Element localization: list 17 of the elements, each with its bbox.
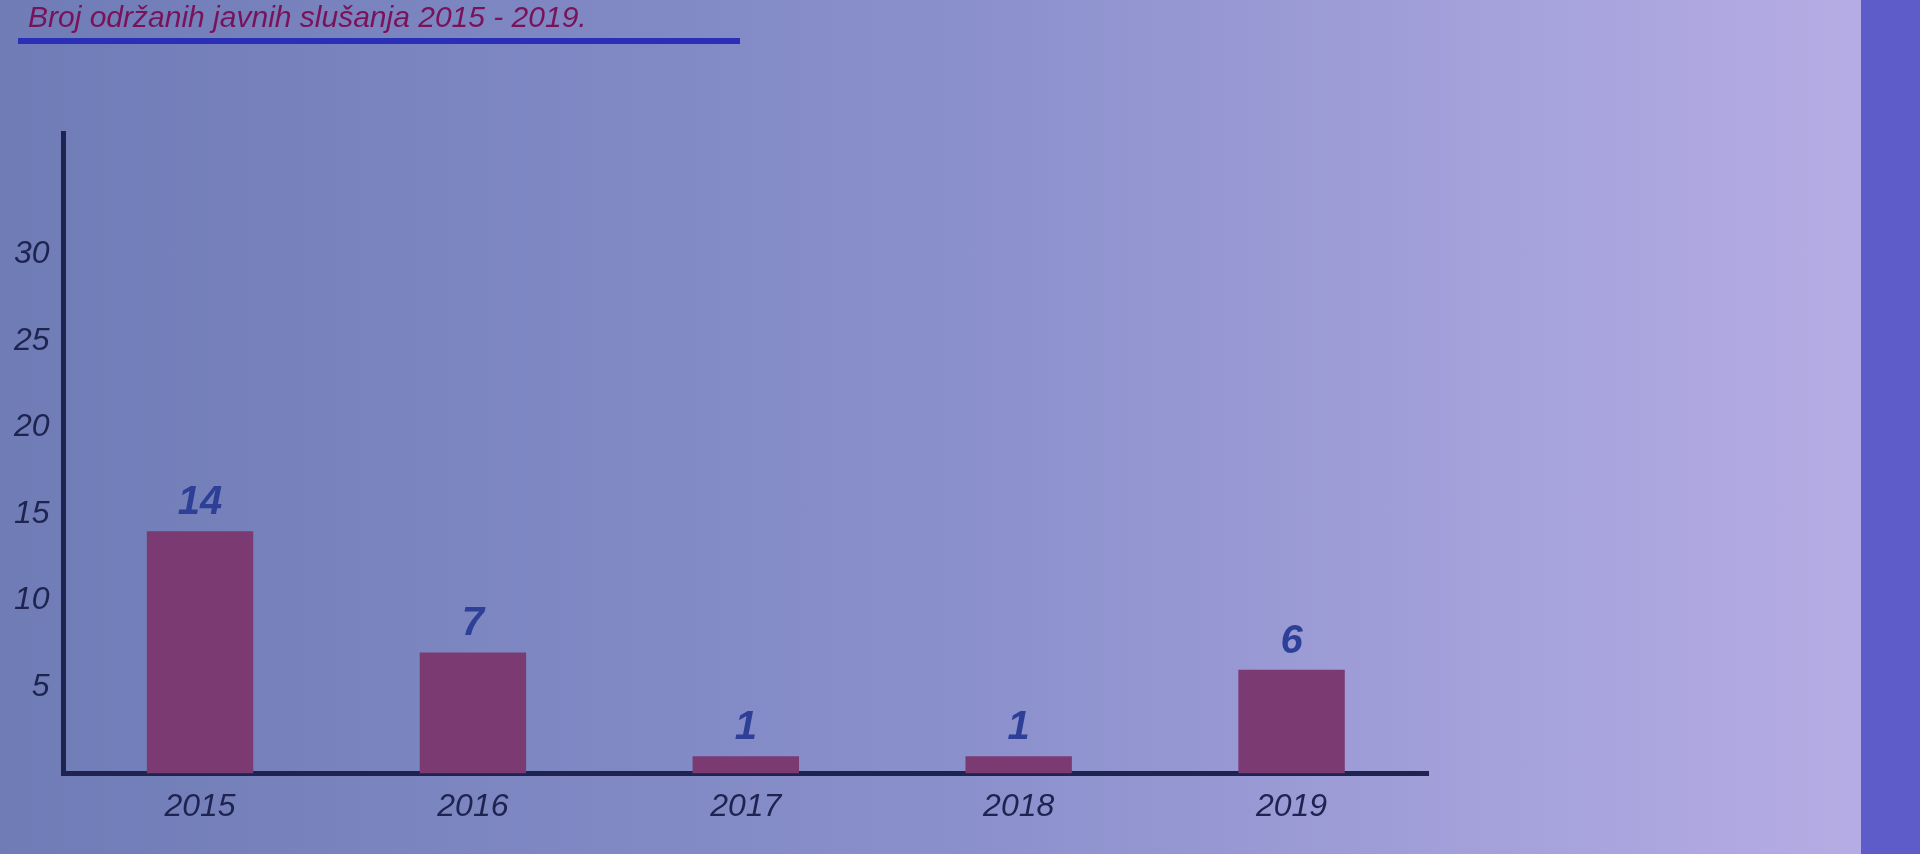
- y-tick-label: 20: [13, 407, 50, 444]
- chart-title: Broj održanih javnih slušanja 2015 - 2019.: [28, 0, 587, 34]
- x-tick-label: 2019: [1254, 786, 1328, 823]
- y-tick-label: 5: [31, 666, 50, 703]
- x-tick-label: 2015: [163, 786, 236, 823]
- x-tick-label: 2017: [709, 786, 783, 823]
- y-tick-label: 10: [14, 580, 50, 617]
- y-tick-label: 15: [14, 493, 50, 530]
- data-label: 1: [1007, 703, 1030, 748]
- data-label: 14: [177, 478, 223, 523]
- x-tick-label: 2018: [982, 786, 1055, 823]
- y-tick-label: 25: [13, 320, 50, 357]
- data-label: 7: [461, 599, 486, 644]
- data-label: 1: [734, 703, 757, 748]
- data-label: 6: [1280, 616, 1304, 661]
- x-tick-label: 2016: [436, 786, 509, 823]
- y-tick-label: 30: [14, 234, 50, 271]
